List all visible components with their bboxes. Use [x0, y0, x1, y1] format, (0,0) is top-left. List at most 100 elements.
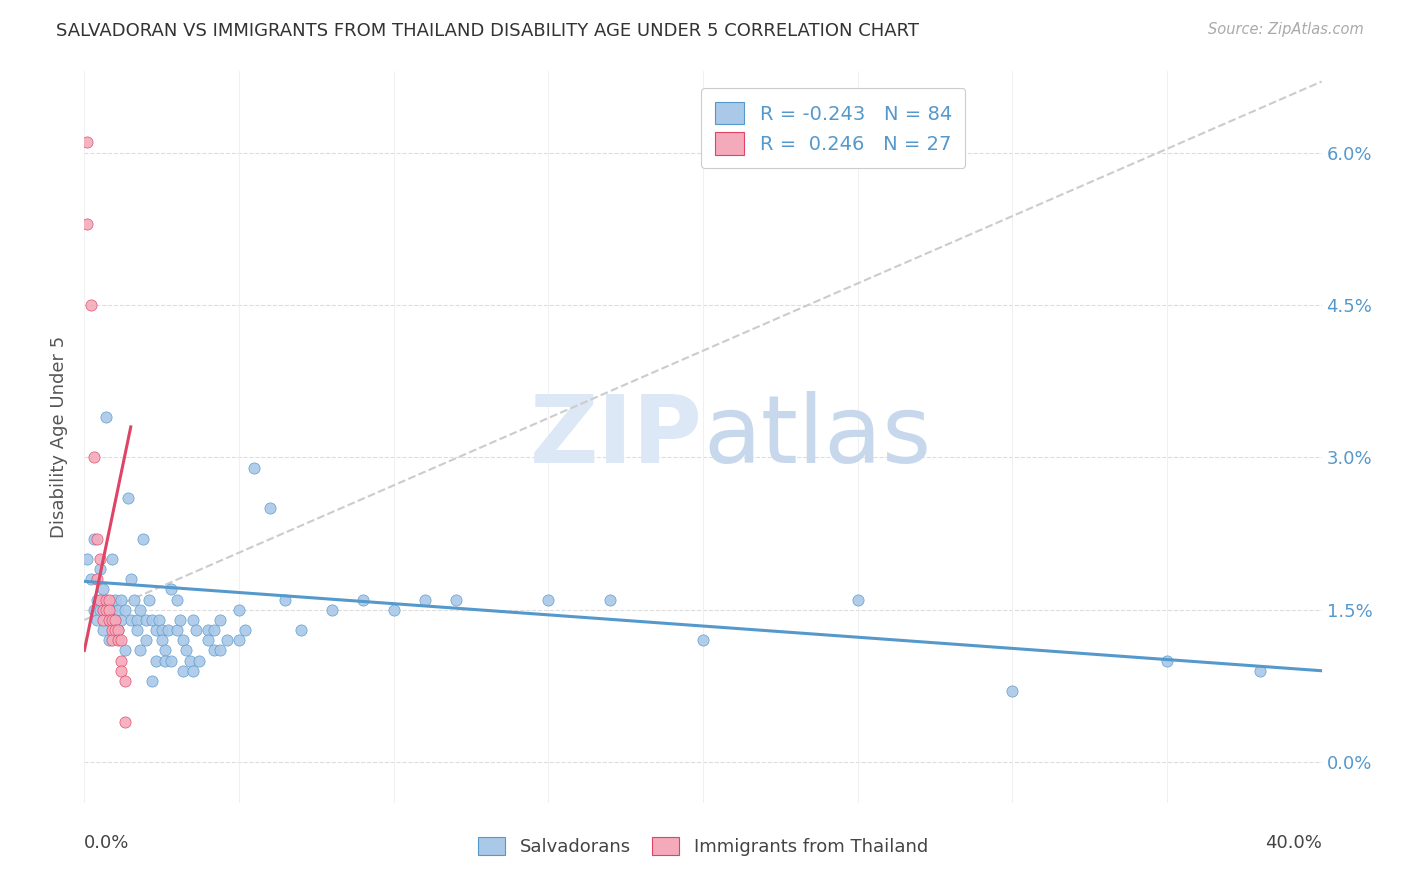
Point: [692, 633, 714, 648]
Point: [89, 552, 111, 566]
Point: [98, 613, 121, 627]
Point: [172, 633, 194, 648]
Point: [83, 603, 105, 617]
Text: SALVADORAN VS IMMIGRANTS FROM THAILAND DISABILITY AGE UNDER 5 CORRELATION CHART: SALVADORAN VS IMMIGRANTS FROM THAILAND D…: [56, 22, 920, 40]
Point: [132, 532, 155, 546]
Point: [290, 623, 312, 637]
Point: [184, 623, 207, 637]
Point: [86, 613, 108, 627]
Point: [86, 572, 108, 586]
Point: [125, 623, 148, 637]
Point: [150, 623, 173, 637]
Point: [79, 572, 101, 586]
Point: [197, 633, 219, 648]
Point: [120, 572, 142, 586]
Text: Source: ZipAtlas.com: Source: ZipAtlas.com: [1208, 22, 1364, 37]
Point: [89, 603, 111, 617]
Point: [202, 643, 225, 657]
Point: [122, 592, 145, 607]
Point: [117, 491, 139, 505]
Point: [274, 592, 297, 607]
Point: [166, 592, 188, 607]
Point: [83, 450, 105, 465]
Point: [156, 623, 179, 637]
Point: [197, 623, 219, 637]
Point: [1249, 664, 1271, 678]
Point: [202, 623, 225, 637]
Point: [181, 613, 204, 627]
Point: [181, 664, 204, 678]
Point: [599, 592, 621, 607]
Point: [107, 603, 129, 617]
Point: [98, 592, 121, 607]
Point: [104, 592, 127, 607]
Point: [209, 643, 232, 657]
Point: [76, 552, 98, 566]
Point: [141, 613, 163, 627]
Point: [145, 654, 167, 668]
Point: [259, 501, 281, 516]
Point: [114, 603, 136, 617]
Point: [321, 603, 343, 617]
Point: [110, 592, 132, 607]
Point: [125, 613, 148, 627]
Point: [104, 613, 127, 627]
Point: [104, 613, 127, 627]
Point: [110, 613, 132, 627]
Point: [110, 664, 132, 678]
Point: [101, 613, 124, 627]
Point: [153, 654, 176, 668]
Point: [104, 623, 127, 637]
Point: [537, 592, 560, 607]
Point: [135, 613, 157, 627]
Point: [153, 643, 176, 657]
Point: [79, 298, 101, 312]
Point: [228, 603, 250, 617]
Point: [107, 623, 129, 637]
Point: [1156, 654, 1178, 668]
Point: [846, 592, 869, 607]
Point: [129, 603, 152, 617]
Text: atlas: atlas: [703, 391, 931, 483]
Point: [91, 613, 114, 627]
Text: ZIP: ZIP: [530, 391, 703, 483]
Point: [91, 582, 114, 597]
Point: [101, 603, 124, 617]
Point: [179, 654, 201, 668]
Point: [135, 633, 157, 648]
Point: [150, 633, 173, 648]
Point: [86, 592, 108, 607]
Point: [145, 623, 167, 637]
Point: [101, 623, 124, 637]
Point: [129, 643, 152, 657]
Point: [107, 623, 129, 637]
Point: [114, 643, 136, 657]
Point: [94, 409, 117, 424]
Point: [110, 633, 132, 648]
Point: [209, 613, 232, 627]
Legend: Salvadorans, Immigrants from Thailand: Salvadorans, Immigrants from Thailand: [471, 830, 935, 863]
Point: [228, 633, 250, 648]
Point: [98, 603, 121, 617]
Point: [94, 592, 117, 607]
Point: [138, 592, 160, 607]
Point: [101, 552, 124, 566]
Point: [352, 592, 374, 607]
Point: [166, 623, 188, 637]
Point: [160, 582, 183, 597]
Point: [94, 603, 117, 617]
Point: [243, 460, 266, 475]
Point: [89, 592, 111, 607]
Point: [141, 673, 163, 688]
Point: [91, 603, 114, 617]
Point: [107, 633, 129, 648]
Point: [114, 714, 136, 729]
Point: [187, 654, 209, 668]
Point: [233, 623, 256, 637]
Point: [91, 623, 114, 637]
Point: [98, 633, 121, 648]
Point: [169, 613, 191, 627]
Point: [120, 613, 142, 627]
Point: [413, 592, 436, 607]
Point: [98, 603, 121, 617]
